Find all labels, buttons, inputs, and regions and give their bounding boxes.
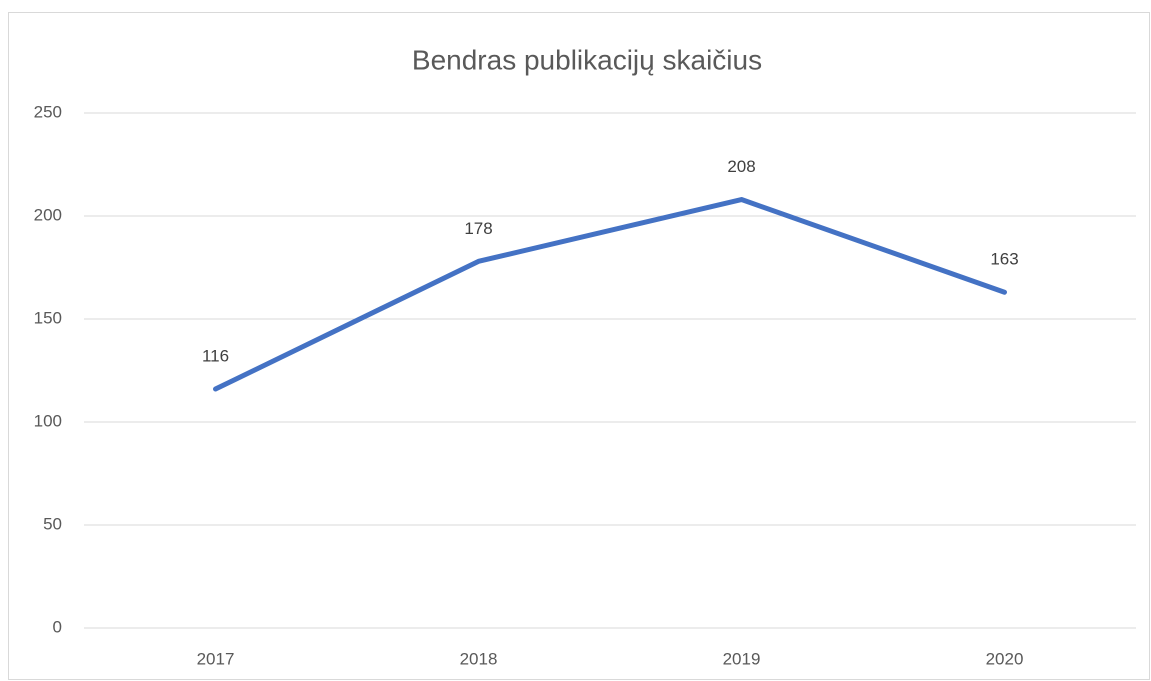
y-tick-label: 150 — [34, 308, 62, 327]
y-tick-label: 0 — [53, 617, 62, 636]
y-tick-label: 50 — [43, 514, 62, 533]
data-label: 208 — [727, 157, 755, 176]
x-tick-label: 2020 — [986, 649, 1024, 668]
x-tick-label: 2018 — [460, 649, 498, 668]
line — [213, 197, 1007, 392]
chart-title: Bendras publikacijų skaičius — [412, 44, 762, 75]
x-tick-label: 2017 — [197, 649, 235, 668]
x-tick-label: 2019 — [723, 649, 761, 668]
data-label: 116 — [202, 347, 229, 366]
y-tick-label: 200 — [34, 205, 62, 224]
y-tick-label: 250 — [34, 102, 62, 121]
chart-border — [8, 12, 1150, 680]
data-label: 163 — [990, 250, 1018, 269]
y-tick-label: 100 — [34, 411, 62, 430]
data-label: 178 — [464, 219, 492, 238]
